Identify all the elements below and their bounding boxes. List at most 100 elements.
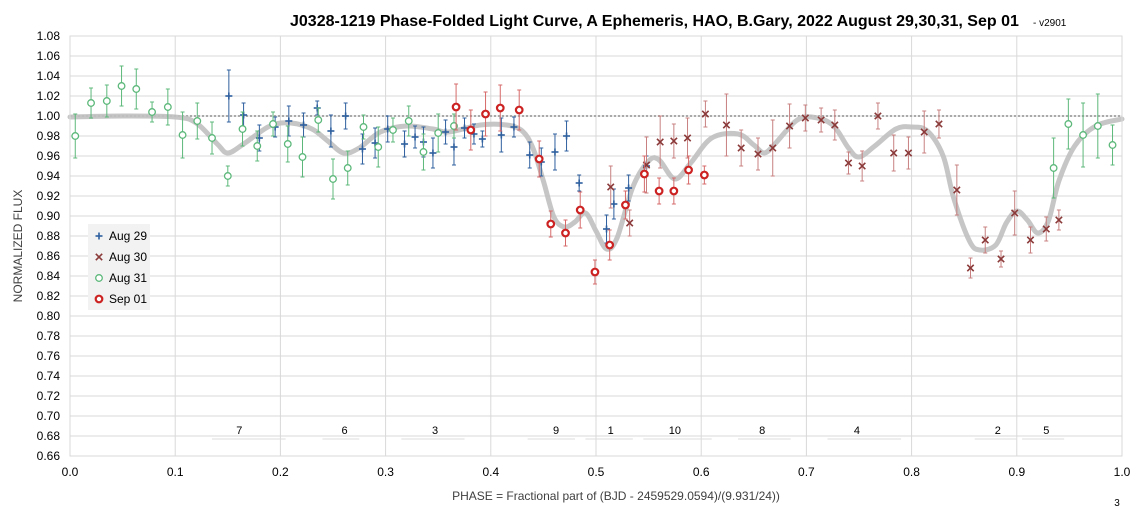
data-point (997, 255, 1005, 263)
annotation-label: 9 (553, 425, 559, 437)
data-point (935, 120, 943, 128)
y-tick-label: 0.90 (37, 209, 61, 223)
legend-marker (95, 274, 103, 282)
annotation-label: 3 (432, 425, 438, 437)
y-tick-label: 0.98 (37, 129, 61, 143)
data-point (858, 162, 866, 170)
y-tick-label: 1.02 (37, 89, 61, 103)
data-point (920, 128, 928, 136)
plot-area-frame (69, 35, 1123, 457)
data-point (87, 99, 95, 107)
data-point (670, 137, 678, 145)
y-tick-label: 0.88 (37, 229, 61, 243)
data-point (163, 103, 172, 111)
data-point (71, 132, 80, 140)
data-point (1079, 131, 1088, 139)
y-tick-label: 0.78 (37, 329, 61, 343)
y-tick-label: 1.00 (37, 109, 61, 123)
dip-annotations: 7 6 3 9 1 10 8 4 2 5 (212, 425, 1065, 440)
data-point (223, 172, 232, 180)
data-point (904, 149, 913, 157)
data-point (466, 125, 476, 135)
data-point (683, 134, 692, 142)
y-tick-label: 0.84 (37, 269, 61, 283)
model-curve-line (67, 113, 1125, 253)
data-point (1064, 120, 1073, 128)
x-tick-label: 0.2 (272, 465, 289, 479)
data-point (874, 112, 882, 120)
data-point (514, 105, 524, 115)
data-point (238, 125, 247, 133)
x-tick-label: 0.0 (62, 465, 79, 479)
data-point (481, 109, 490, 119)
y-tick-label: 1.04 (37, 69, 61, 83)
y-tick-label: 0.80 (37, 309, 61, 323)
x-tick-label: 0.8 (903, 465, 920, 479)
x-tick-label: 0.6 (693, 465, 710, 479)
data-point (148, 108, 157, 116)
data-point (193, 117, 202, 125)
y-tick-label: 0.92 (37, 189, 61, 203)
plot-border (69, 35, 1123, 457)
data-point (546, 219, 556, 229)
x-tick-label: 0.7 (798, 465, 815, 479)
data-point (669, 186, 679, 196)
data-point (953, 186, 961, 194)
data-point (889, 149, 898, 157)
data-point (844, 159, 853, 167)
data-point (253, 142, 262, 150)
data-point (419, 148, 428, 156)
data-point (1055, 216, 1063, 224)
data-point (208, 134, 216, 142)
annotation-label: 5 (1043, 425, 1049, 437)
chart-version: - v2901 (1033, 18, 1067, 29)
legend-label: Aug 31 (109, 271, 147, 285)
data-point (1049, 164, 1058, 172)
y-tick-label: 0.96 (37, 149, 61, 163)
annotation-label: 4 (854, 425, 860, 437)
y-tick-label: 0.70 (37, 409, 61, 423)
data-point (701, 110, 710, 118)
data-point (1026, 236, 1035, 244)
data-point (606, 183, 615, 191)
data-point (178, 131, 187, 139)
data-point (495, 103, 505, 113)
data-point (434, 129, 443, 137)
x-tick-label: 0.3 (377, 465, 394, 479)
series-sep-01 (451, 83, 709, 285)
legend-marker (94, 294, 104, 304)
data-point (722, 121, 731, 129)
data-point (831, 121, 839, 129)
annotation-label: 7 (236, 425, 242, 437)
data-points (71, 65, 1117, 285)
y-tick-label: 0.68 (37, 429, 61, 443)
y-tick-label: 0.66 (37, 449, 61, 463)
y-tick-label: 0.72 (37, 389, 61, 403)
series-aug-30 (606, 93, 1063, 279)
x-tick-label: 0.4 (482, 465, 499, 479)
legend-label: Aug 30 (109, 250, 147, 264)
annotation-label: 10 (669, 425, 681, 437)
data-point (625, 219, 634, 227)
data-point (1042, 225, 1051, 233)
annotation-label: 6 (342, 425, 348, 437)
x-tick-label: 0.9 (1008, 465, 1025, 479)
legend-marker (95, 253, 103, 261)
y-tick-label: 0.86 (37, 249, 61, 263)
annotation-label: 2 (995, 425, 1001, 437)
data-point (654, 186, 664, 196)
data-point (404, 117, 413, 125)
y-axis-label: NORMALIZED FLUX (11, 190, 25, 303)
y-tick-label: 0.94 (37, 169, 61, 183)
data-point (801, 114, 810, 122)
data-point (1093, 122, 1102, 130)
data-point (981, 236, 990, 244)
data-point (966, 264, 975, 272)
x-tick-label: 0.1 (167, 465, 184, 479)
data-point (621, 200, 630, 210)
data-point (737, 144, 745, 152)
data-point (1108, 141, 1117, 149)
corner-note: 3 (1114, 498, 1120, 509)
data-point (102, 97, 111, 105)
data-point (389, 126, 397, 134)
